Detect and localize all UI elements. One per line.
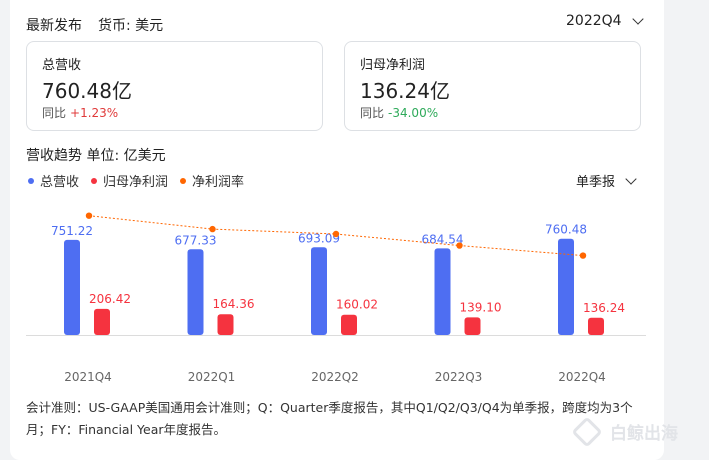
- net-profit-yoy-label: 同比: [360, 106, 385, 120]
- net-profit-label: 归母净利润: [360, 58, 426, 73]
- net-profit-bar: [94, 308, 110, 335]
- watermark-text: 白鲸出海: [610, 424, 678, 444]
- net-profit-bar: [341, 314, 357, 335]
- section-title-latest: 最新发布: [26, 18, 82, 34]
- net-profit-value: 136.24亿: [360, 79, 450, 103]
- net-profit-data-label: 206.42: [89, 292, 131, 306]
- revenue-yoy: 同比 +1.23%: [42, 104, 118, 121]
- revenue-bar: [64, 239, 80, 335]
- net-margin-point: [579, 252, 587, 259]
- net-margin-point: [332, 230, 340, 238]
- legend-net-profit-label: 归母净利润: [103, 175, 169, 190]
- revenue-data-label: 760.48: [545, 223, 587, 237]
- net-profit-bar: [588, 317, 604, 335]
- revenue-data-label: 677.33: [175, 233, 217, 247]
- net-profit-data-label: 136.24: [583, 301, 625, 315]
- x-tick-label: 2022Q1: [188, 370, 236, 384]
- net-profit-card: 归母净利润 136.24亿 同比 -34.00%: [344, 41, 641, 131]
- net-margin-line: [88, 215, 584, 257]
- net-profit-bar: [217, 314, 234, 335]
- net-profit-yoy-value: -34.00%: [388, 106, 439, 120]
- revenue-bar: [434, 248, 451, 335]
- net-margin-point: [456, 242, 463, 249]
- legend-net-margin-label: 净利润率: [192, 175, 245, 190]
- legend-dot-net-margin: [180, 177, 187, 184]
- legend-net-profit[interactable]: 归母净利润: [91, 171, 168, 190]
- chevron-down-icon: [625, 172, 637, 185]
- revenue-card: 总营收 760.48亿 同比 +1.23%: [26, 41, 323, 131]
- trend-title: 营收趋势 单位: 亿美元: [26, 148, 166, 164]
- revenue-label: 总营收: [42, 58, 82, 73]
- x-tick-label: 2022Q3: [435, 370, 483, 384]
- report-type-value: 单季报: [576, 175, 616, 190]
- x-tick-label: 2021Q4: [64, 370, 112, 384]
- period-value: 2022Q4: [566, 13, 622, 29]
- legend-net-margin[interactable]: 净利润率: [180, 171, 244, 190]
- earnings-card: 最新发布 货币: 美元 2022Q4 总营收 760.48亿 同比 +1.23% …: [10, 0, 678, 460]
- net-margin-point: [209, 225, 216, 233]
- revenue-trend-chart: 751.22 206.42 2021Q4 677.33 164.36 2022Q1 693.…: [26, 212, 646, 384]
- net-profit-bar: [464, 317, 481, 335]
- revenue-data-label: 751.22: [51, 224, 93, 238]
- revenue-yoy-value: +1.23%: [70, 106, 119, 120]
- revenue-value: 760.48亿: [42, 79, 132, 103]
- revenue-bar: [558, 238, 574, 335]
- net-margin-point: [85, 212, 93, 219]
- currency-label: 货币: 美元: [98, 18, 164, 34]
- chart-legend: 总营收 归母净利润 净利润率: [28, 171, 256, 190]
- legend-dot-revenue: [28, 177, 34, 184]
- watermark: 白鲸出海: [571, 415, 678, 448]
- accounting-footnote: 会计准则：US-GAAP美国通用会计准则；Q：Quarter季度报告，其中Q1/…: [26, 400, 633, 437]
- net-profit-data-label: 160.02: [336, 298, 378, 312]
- net-profit-yoy: 同比 -34.00%: [360, 104, 438, 121]
- revenue-bar: [311, 247, 327, 335]
- revenue-data-label: 693.09: [298, 231, 340, 245]
- revenue-bar: [187, 249, 204, 335]
- revenue-yoy-label: 同比: [42, 106, 67, 120]
- x-tick-label: 2022Q4: [558, 370, 606, 384]
- legend-revenue-label: 总营收: [40, 175, 80, 190]
- legend-revenue[interactable]: 总营收: [28, 171, 79, 190]
- net-profit-data-label: 164.36: [213, 297, 255, 311]
- report-type-select[interactable]: 单季报: [576, 171, 637, 190]
- legend-dot-net-profit: [91, 177, 98, 184]
- chevron-down-icon: [631, 13, 644, 25]
- watermark-logo-icon: [571, 415, 603, 448]
- period-select[interactable]: 2022Q4: [566, 13, 644, 29]
- x-tick-label: 2022Q2: [311, 370, 359, 384]
- net-profit-data-label: 139.10: [460, 300, 502, 314]
